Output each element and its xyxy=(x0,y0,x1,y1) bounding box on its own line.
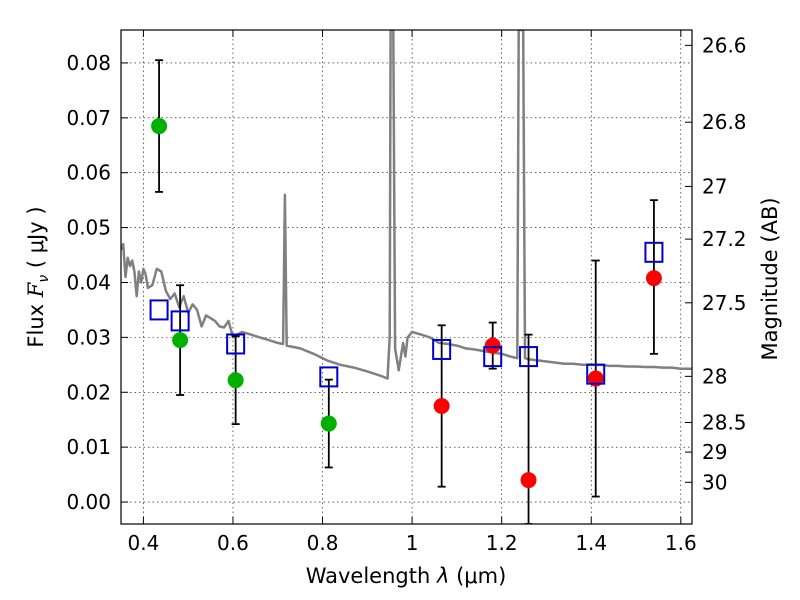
model-spectrum-line xyxy=(121,30,692,380)
y-tick-label: 0.06 xyxy=(66,161,111,185)
magnitude-tick-label: 30 xyxy=(702,470,727,494)
magnitude-tick-label: 27 xyxy=(702,174,727,198)
y-tick-label: 0.00 xyxy=(66,490,111,514)
x-tick-label: 1.6 xyxy=(665,531,697,555)
magnitude-tick-label: 29 xyxy=(702,440,727,464)
x-tick-label: 1.2 xyxy=(486,531,518,555)
y-tick-label: 0.08 xyxy=(66,51,111,75)
magnitude-tick-label: 27.5 xyxy=(702,291,747,315)
grid-lines xyxy=(121,30,692,524)
model-point-square xyxy=(149,299,169,321)
magnitude-tick-label: 28.5 xyxy=(702,410,747,434)
plot-background xyxy=(121,30,692,524)
y-tick-label: 0.02 xyxy=(66,380,111,404)
data-point-circle xyxy=(172,332,189,349)
data-point-circle xyxy=(151,118,168,135)
x-axis-title: Wavelength λ (μm) xyxy=(306,564,507,588)
model-point-square xyxy=(432,338,452,360)
x-tick-label: 1 xyxy=(406,531,419,555)
model-point-square xyxy=(170,310,190,332)
x-tick-label: 0.8 xyxy=(307,531,339,555)
x-axis-ticks: 0.4 0.6 0.8 1 1.2 1.4 1.6 xyxy=(127,30,697,555)
magnitude-tick-label: 26.6 xyxy=(702,33,747,57)
y-tick-label: 0.05 xyxy=(66,216,111,240)
magnitude-tick-label: 27.2 xyxy=(702,227,747,251)
data-point-circle xyxy=(520,472,537,489)
y-tick-label: 0.03 xyxy=(66,325,111,349)
model-point-square xyxy=(519,346,539,368)
model-point-square xyxy=(319,366,339,388)
model-spectrum-layer xyxy=(121,30,692,380)
y-tick-label: 0.01 xyxy=(66,435,111,459)
y-axis-title: Flux Fν ( μJy ) xyxy=(24,206,52,347)
data-point-circle xyxy=(227,372,244,389)
y-axis-ticks: 0.00 0.01 0.02 0.03 0.04 0.05 0.06 0.07 0.08 xyxy=(66,51,128,514)
x-tick-label: 0.4 xyxy=(127,531,159,555)
data-point-circle xyxy=(484,337,501,354)
data-point-circle xyxy=(587,370,604,387)
model-point-square xyxy=(644,241,664,263)
y-tick-label: 0.07 xyxy=(66,106,111,130)
plot-frame xyxy=(120,29,693,525)
model-point-square xyxy=(483,346,503,368)
model-point-square xyxy=(586,363,606,385)
model-point-square xyxy=(226,333,246,355)
magnitude-tick-label: 26.8 xyxy=(702,110,747,134)
magnitude-axis-ticks: 26.6 26.8 27 27.2 27.5 28 28.5 29 30 xyxy=(685,33,747,494)
data-point-circle xyxy=(320,415,337,432)
x-tick-label: 1.4 xyxy=(575,531,607,555)
data-point-circle xyxy=(645,270,662,287)
magnitude-tick-label: 28 xyxy=(702,364,727,388)
markers-layer xyxy=(149,118,664,489)
magnitude-axis-title: Magnitude (AB) xyxy=(758,197,782,360)
data-point-circle xyxy=(433,397,450,414)
y-tick-label: 0.04 xyxy=(66,270,111,294)
x-tick-label: 0.6 xyxy=(217,531,249,555)
